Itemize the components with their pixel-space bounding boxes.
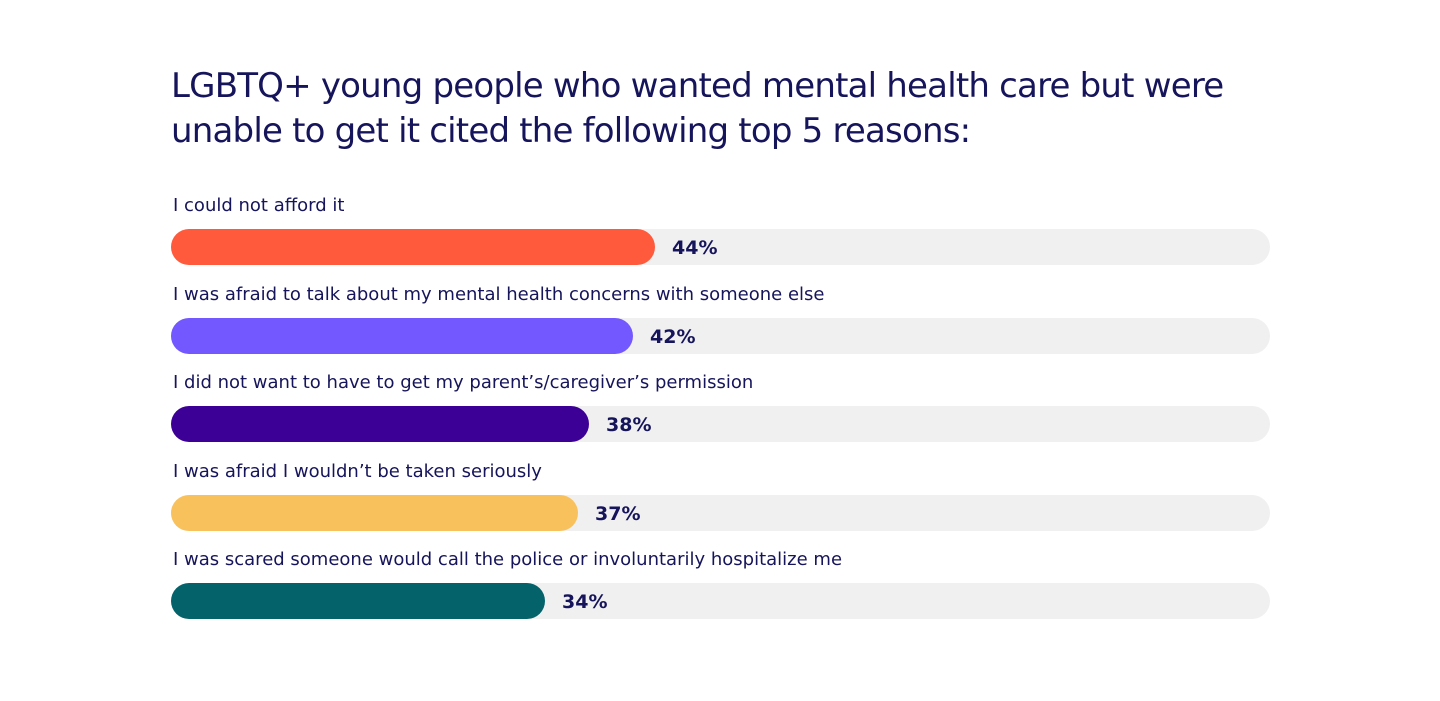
chart-title: LGBTQ+ young people who wanted mental he… <box>171 66 1224 151</box>
bar <box>171 317 633 354</box>
bar-row: I was afraid to talk about my mental hea… <box>171 283 1270 372</box>
bar-row: I was afraid I wouldn’t be taken serious… <box>171 460 1270 549</box>
category-label: I was afraid to talk about my mental hea… <box>173 283 825 305</box>
category-label: I did not want to have to get my parent’… <box>173 372 754 393</box>
bar-track: 34% <box>171 583 1270 619</box>
category-label: I was afraid I wouldn’t be taken serious… <box>173 460 542 482</box>
bar <box>171 406 589 442</box>
bar-row: I did not want to have to get my parent’… <box>171 371 1270 460</box>
bar-rows: I could not afford it 44% I was afraid to … <box>171 194 1270 637</box>
bar-track: 44% <box>171 229 1270 265</box>
bar-track: 37% <box>171 494 1270 531</box>
bar-chart: LGBTQ+ young people who wanted mental he… <box>171 64 1271 619</box>
bar-row: I was scared someone would call the poli… <box>171 548 1270 637</box>
value-label: 34% <box>562 591 608 613</box>
value-label: 44% <box>672 237 718 259</box>
bar <box>171 583 545 619</box>
value-label: 42% <box>650 325 696 348</box>
category-label: I was scared someone would call the poli… <box>173 549 843 570</box>
bar <box>171 494 578 531</box>
bar-row: I could not afford it 44% <box>171 194 1270 283</box>
category-label: I could not afford it <box>173 195 345 216</box>
value-label: 37% <box>595 502 641 525</box>
bar-track: 42% <box>171 317 1270 354</box>
bar-track: 38% <box>171 406 1270 442</box>
bar <box>171 229 655 265</box>
value-label: 38% <box>606 414 652 436</box>
